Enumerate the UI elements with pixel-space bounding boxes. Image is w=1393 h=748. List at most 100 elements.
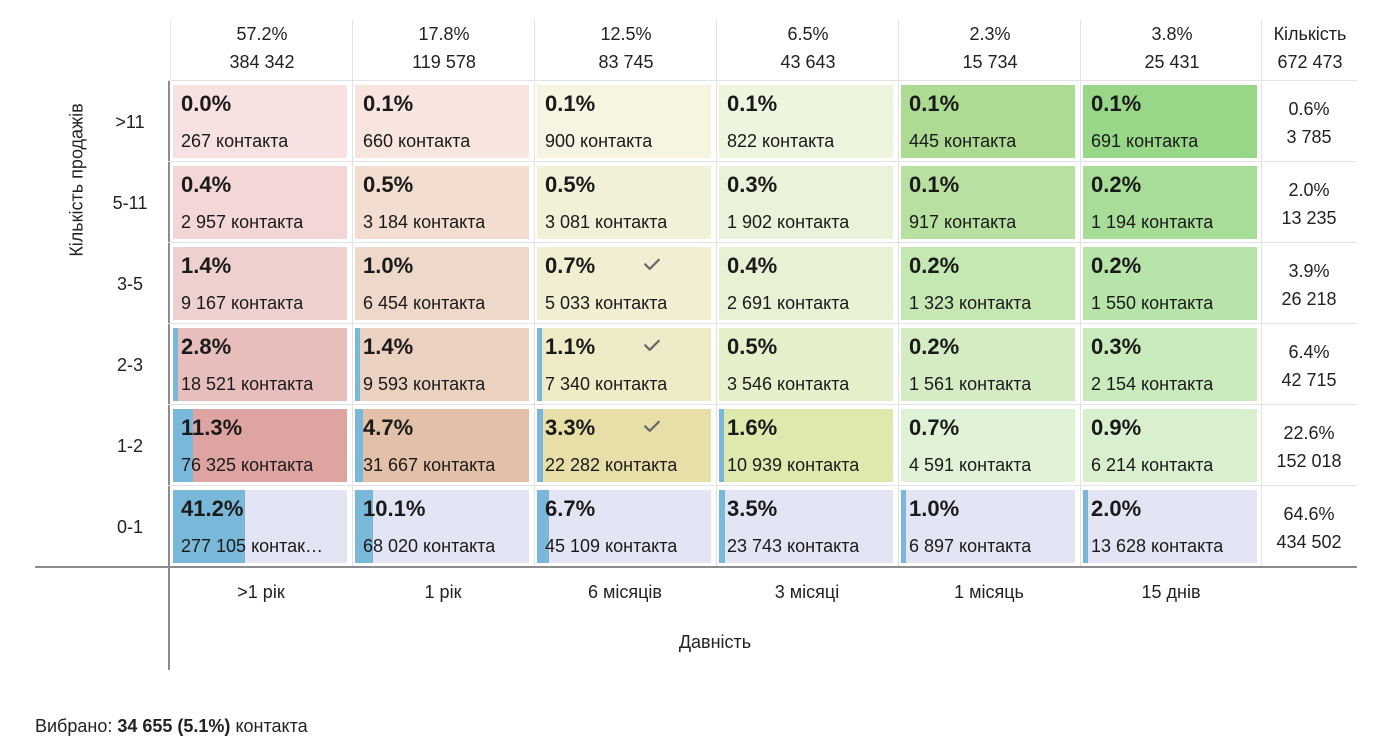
segment-cell[interactable]: 0.2% 1 323 контакта <box>901 247 1075 320</box>
segment-cell[interactable]: 0.5% 3 184 контакта <box>355 166 529 239</box>
segment-cell[interactable]: 0.4% 2 957 контакта <box>173 166 347 239</box>
segment-percent: 1.4% <box>181 253 232 278</box>
segment-cell[interactable]: 3.5% 23 743 контакта <box>719 490 893 563</box>
segment-percent: 1.1% <box>545 334 596 359</box>
segment-percent: 0.2% <box>909 334 960 359</box>
segment-cell[interactable]: 0.1% 691 контакта <box>1083 85 1257 158</box>
segment-cell[interactable]: 0.1% 822 контакта <box>719 85 893 158</box>
x-axis-label: 15 днів <box>1141 582 1201 602</box>
segment-count: 4 591 контакта <box>909 455 1032 475</box>
segment-cell[interactable]: 2.0% 13 628 контакта <box>1083 490 1257 563</box>
row-total: 22.6% 152 018 <box>1261 406 1357 487</box>
segment-percent: 0.0% <box>181 91 232 116</box>
segment-count: 917 контакта <box>909 212 1017 232</box>
segment-count: 6 897 контакта <box>909 536 1032 556</box>
segment-cell[interactable]: 0.5% 3 546 контакта <box>719 328 893 401</box>
segment-percent: 0.4% <box>727 253 778 278</box>
row-total: 3.9% 26 218 <box>1261 244 1357 325</box>
segment-cell[interactable]: 0.1% 660 контакта <box>355 85 529 158</box>
segment-cell[interactable]: 6.7% 45 109 контакта <box>537 490 711 563</box>
segment-cell[interactable]: 0.0% 267 контакта <box>173 85 347 158</box>
segment-percent: 3.3% <box>545 415 596 440</box>
segment-count: 2 691 контакта <box>727 293 850 313</box>
segment-cell[interactable]: 0.1% 445 контакта <box>901 85 1075 158</box>
segment-cell[interactable]: 0.2% 1 561 контакта <box>901 328 1075 401</box>
segment-count: 267 контакта <box>181 131 289 151</box>
checkmark-icon <box>643 255 661 273</box>
segment-count: 3 081 контакта <box>545 212 668 232</box>
grid-line <box>168 485 1357 486</box>
row-total: 64.6% 434 502 <box>1261 487 1357 568</box>
x-axis-label: 1 місяць <box>954 582 1024 602</box>
segment-cell[interactable]: 0.4% 2 691 контакта <box>719 247 893 320</box>
segment-cell[interactable]: 41.2% 277 105 контак… <box>173 490 347 563</box>
column-header-count: 15 734 <box>962 52 1018 72</box>
segment-count: 45 109 контакта <box>545 536 678 556</box>
segment-percent: 11.3% <box>181 415 243 440</box>
segment-count: 6 214 контакта <box>1091 455 1214 475</box>
segment-count: 68 020 контакта <box>363 536 496 556</box>
segment-count: 900 контакта <box>545 131 653 151</box>
row-total: 6.4% 42 715 <box>1261 325 1357 406</box>
share-bar <box>901 490 906 563</box>
segment-cell[interactable]: 0.3% 1 902 контакта <box>719 166 893 239</box>
segment-percent: 0.9% <box>1091 415 1142 440</box>
segment-cell[interactable]: 10.1% 68 020 контакта <box>355 490 529 563</box>
segment-cell[interactable]: 0.7% 4 591 контакта <box>901 409 1075 482</box>
total-header-value: 672 473 <box>1277 52 1343 72</box>
y-axis-label: >11 <box>115 112 145 132</box>
segment-cell[interactable]: 3.3% 22 282 контакта <box>537 409 711 482</box>
segment-cell[interactable]: 4.7% 31 667 контакта <box>355 409 529 482</box>
segment-cell[interactable]: 1.6% 10 939 контакта <box>719 409 893 482</box>
segment-cell[interactable]: 0.9% 6 214 контакта <box>1083 409 1257 482</box>
column-header: 2.3% 15 734 <box>898 20 1081 80</box>
grid-line <box>168 323 1357 324</box>
x-axis-title: Давність <box>678 632 752 652</box>
segment-cell[interactable]: 1.4% 9 593 контакта <box>355 328 529 401</box>
segment-cell[interactable]: 0.7% 5 033 контакта <box>537 247 711 320</box>
total-header-label: Кількість <box>1273 24 1347 44</box>
segment-count: 10 939 контакта <box>727 455 860 475</box>
grid-line <box>168 161 1357 162</box>
segment-count: 23 743 контакта <box>727 536 860 556</box>
segment-cell[interactable]: 11.3% 76 325 контакта <box>173 409 347 482</box>
segment-cell[interactable]: 0.1% 900 контакта <box>537 85 711 158</box>
grid-line <box>168 404 1357 405</box>
column-header-count: 384 342 <box>229 52 295 72</box>
segment-cell[interactable]: 1.4% 9 167 контакта <box>173 247 347 320</box>
segment-percent: 6.7% <box>545 496 596 521</box>
share-bar <box>537 490 549 563</box>
column-header-pct: 6.5% <box>787 24 829 44</box>
segment-count: 5 033 контакта <box>545 293 668 313</box>
segment-percent: 0.2% <box>1091 172 1142 197</box>
grid-line <box>534 20 535 566</box>
segment-count: 7 340 контакта <box>545 374 668 394</box>
segment-cell[interactable]: 0.2% 1 194 контакта <box>1083 166 1257 239</box>
segment-percent: 0.3% <box>1091 334 1142 359</box>
grid-line <box>352 20 353 566</box>
x-axis-label: 6 місяців <box>587 582 662 602</box>
segment-percent: 2.8% <box>181 334 232 359</box>
row-total: 2.0% 13 235 <box>1261 163 1357 244</box>
segment-count: 1 561 контакта <box>909 374 1032 394</box>
segment-cell[interactable]: 1.0% 6 454 контакта <box>355 247 529 320</box>
grid-line <box>716 20 717 566</box>
segment-cell[interactable]: 0.2% 1 550 контакта <box>1083 247 1257 320</box>
segment-cell[interactable]: 0.3% 2 154 контакта <box>1083 328 1257 401</box>
segment-cell[interactable]: 1.1% 7 340 контакта <box>537 328 711 401</box>
segment-percent: 0.5% <box>363 172 414 197</box>
segment-cell[interactable]: 0.1% 917 контакта <box>901 166 1075 239</box>
segment-cell[interactable]: 2.8% 18 521 контакта <box>173 328 347 401</box>
segment-cell[interactable]: 1.0% 6 897 контакта <box>901 490 1075 563</box>
column-header-count: 119 578 <box>412 52 476 72</box>
y-axis-label: 5-11 <box>112 193 148 213</box>
share-bar <box>173 490 245 563</box>
column-header-count: 25 431 <box>1144 52 1200 72</box>
segment-percent: 0.1% <box>909 172 960 197</box>
segment-percent: 1.0% <box>363 253 414 278</box>
row-total-pct: 64.6% <box>1283 503 1335 524</box>
segment-count: 76 325 контакта <box>181 455 314 475</box>
selection-summary: Вибрано: 34 655 (5.1%) контакта <box>35 716 308 737</box>
segment-cell[interactable]: 0.5% 3 081 контакта <box>537 166 711 239</box>
x-axis-line <box>35 566 1357 568</box>
